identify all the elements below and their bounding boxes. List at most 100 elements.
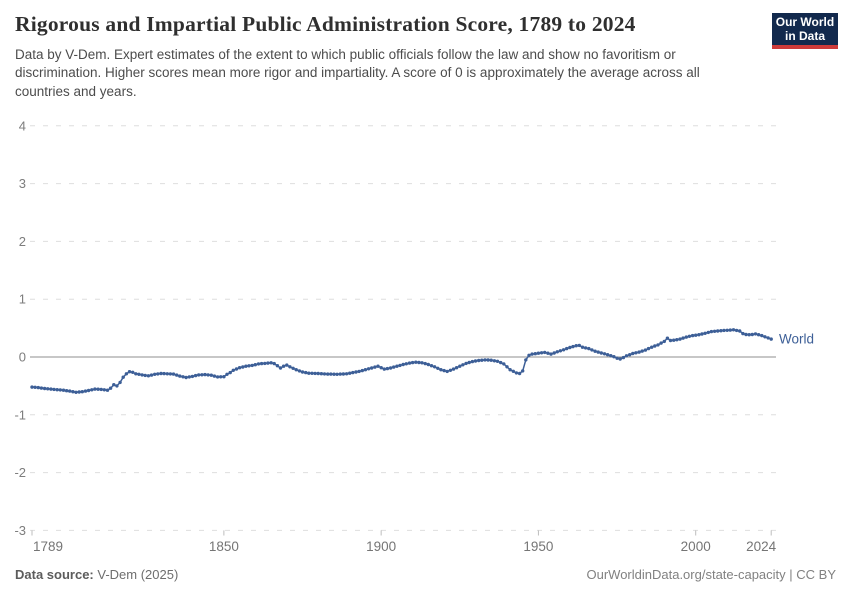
data-point[interactable] (612, 355, 616, 359)
data-point[interactable] (583, 346, 588, 350)
data-point[interactable] (379, 366, 383, 370)
data-point[interactable] (407, 361, 412, 365)
data-point[interactable] (168, 372, 173, 376)
data-point[interactable] (313, 371, 317, 376)
data-point[interactable] (539, 351, 544, 355)
data-point[interactable] (322, 372, 327, 376)
data-point[interactable] (253, 363, 257, 367)
data-point[interactable] (574, 344, 578, 348)
data-point[interactable] (448, 368, 453, 372)
data-point[interactable] (124, 372, 129, 376)
data-point[interactable] (143, 373, 147, 378)
data-point[interactable] (269, 361, 273, 365)
data-point[interactable] (577, 343, 581, 348)
data-point[interactable] (200, 373, 204, 377)
data-point[interactable] (115, 384, 119, 388)
data-point[interactable] (175, 373, 179, 377)
data-point[interactable] (404, 362, 408, 366)
data-point[interactable] (508, 368, 512, 372)
data-point[interactable] (231, 368, 235, 372)
data-point[interactable] (304, 370, 308, 375)
data-point[interactable] (524, 358, 528, 362)
data-point[interactable] (712, 329, 717, 333)
data-point[interactable] (193, 373, 198, 378)
data-point[interactable] (153, 372, 157, 376)
data-point[interactable] (568, 345, 572, 350)
data-point[interactable] (341, 372, 346, 376)
data-point[interactable] (354, 370, 358, 374)
data-point[interactable] (722, 328, 726, 333)
data-point[interactable] (49, 387, 53, 391)
owid-logo[interactable]: Our World in Data (772, 13, 838, 49)
data-point[interactable] (250, 363, 254, 368)
data-point[interactable] (489, 358, 493, 362)
attribution-link[interactable]: OurWorldinData.org/state-capacity | CC B… (586, 567, 836, 582)
data-point[interactable] (71, 390, 75, 394)
data-point[interactable] (300, 370, 305, 374)
data-point[interactable] (206, 373, 210, 377)
data-point[interactable] (288, 365, 292, 369)
data-point[interactable] (203, 372, 207, 377)
data-point[interactable] (467, 360, 471, 365)
data-point[interactable] (187, 375, 191, 379)
data-point[interactable] (756, 333, 761, 337)
data-point[interactable] (171, 372, 176, 376)
data-point[interactable] (527, 353, 531, 357)
data-point[interactable] (134, 372, 138, 376)
data-point[interactable] (470, 359, 475, 364)
data-point[interactable] (244, 364, 248, 368)
data-point[interactable] (382, 367, 386, 371)
data-point[interactable] (517, 371, 522, 376)
data-point[interactable] (571, 344, 575, 349)
data-point[interactable] (580, 345, 585, 349)
data-point[interactable] (423, 361, 427, 366)
data-point[interactable] (344, 372, 349, 376)
data-point[interactable] (74, 390, 78, 394)
data-point[interactable] (464, 361, 468, 366)
data-point[interactable] (256, 362, 261, 366)
data-point[interactable] (703, 331, 707, 335)
data-point[interactable] (451, 367, 456, 371)
data-point[interactable] (247, 364, 251, 368)
data-point[interactable] (596, 350, 600, 354)
data-point[interactable] (360, 368, 364, 373)
data-point[interactable] (272, 361, 276, 366)
data-point[interactable] (637, 350, 641, 354)
data-point[interactable] (307, 371, 311, 375)
data-point[interactable] (530, 352, 534, 356)
data-point[interactable] (766, 336, 770, 340)
data-point[interactable] (58, 388, 62, 392)
data-point[interactable] (127, 370, 132, 374)
data-point[interactable] (684, 335, 688, 339)
data-point[interactable] (502, 362, 506, 366)
data-point[interactable] (558, 349, 563, 353)
data-point[interactable] (30, 385, 34, 389)
data-point[interactable] (395, 364, 399, 368)
data-point[interactable] (738, 329, 742, 333)
data-point[interactable] (414, 360, 418, 364)
data-point[interactable] (190, 374, 195, 379)
data-point[interactable] (159, 371, 163, 376)
data-point[interactable] (495, 359, 500, 363)
data-point[interactable] (656, 343, 660, 347)
data-point[interactable] (64, 389, 69, 393)
data-point[interactable] (263, 361, 267, 366)
data-point[interactable] (33, 385, 37, 389)
data-point[interactable] (533, 352, 537, 356)
data-point[interactable] (763, 335, 767, 339)
data-point[interactable] (442, 368, 446, 373)
data-point[interactable] (505, 365, 509, 369)
data-point[interactable] (285, 363, 289, 367)
data-point[interactable] (621, 355, 626, 360)
data-point[interactable] (643, 348, 648, 352)
data-point[interactable] (42, 386, 47, 391)
data-point[interactable] (665, 336, 670, 340)
data-point[interactable] (335, 372, 339, 376)
data-point[interactable] (410, 360, 415, 365)
data-point[interactable] (458, 364, 462, 368)
data-point[interactable] (326, 372, 330, 376)
data-point[interactable] (310, 371, 314, 375)
data-point[interactable] (546, 351, 550, 355)
data-point[interactable] (108, 386, 113, 390)
